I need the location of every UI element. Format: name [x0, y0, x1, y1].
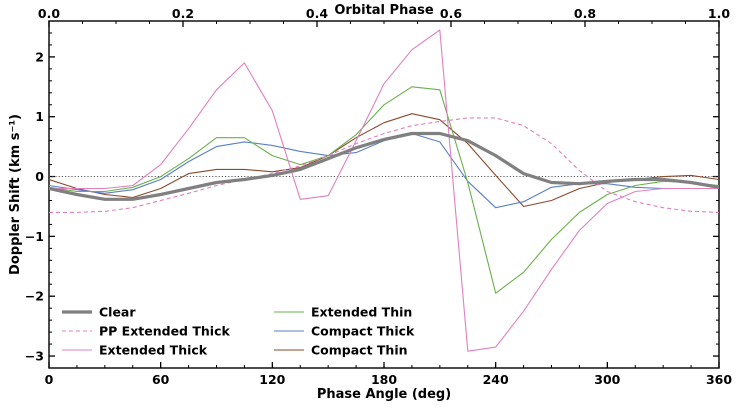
y-tick-label: 0	[35, 169, 44, 184]
x-tick-label: 360	[706, 372, 732, 387]
legend-label: Compact Thin	[311, 343, 408, 358]
legend-label: Extended Thin	[311, 305, 412, 320]
series-lines	[49, 29, 719, 352]
top-tick-label: 0.6	[440, 6, 462, 21]
legend-label: Clear	[99, 305, 136, 320]
legend: Clear PP Extended Thick Extended Thick Exte…	[62, 305, 415, 358]
y-tick-label: −1	[25, 229, 44, 244]
x-tick-label: 0	[45, 372, 54, 387]
y-tick-label: 2	[35, 49, 44, 64]
legend-label: PP Extended Thick	[99, 324, 230, 339]
x-tick-label: 240	[483, 372, 509, 387]
top-tick-label: 0.8	[574, 6, 596, 21]
top-tick-label: 0.2	[172, 6, 194, 21]
legend-label: Compact Thick	[311, 324, 415, 339]
x-tick-label: 180	[371, 372, 397, 387]
legend-label: Extended Thick	[99, 343, 208, 358]
series-line-clear	[49, 131, 719, 201]
series-line-extended-thin	[49, 86, 719, 294]
y-tick-label: −2	[25, 289, 44, 304]
series-line-extended-thick	[49, 29, 719, 352]
y-tick-label: 1	[35, 109, 44, 124]
top-tick-label: 0.0	[38, 6, 60, 21]
top-tick-label: 1.0	[708, 6, 730, 21]
top-tick-label: 0.4	[306, 6, 328, 21]
x-tick-label: 60	[152, 372, 170, 387]
series-line-pp-extended-thick	[49, 117, 719, 213]
x-tick-label: 120	[259, 372, 285, 387]
y-axis-title: Doppler Shift (km s⁻¹)	[8, 114, 23, 275]
x-tick-label: 300	[594, 372, 620, 387]
top-axis-title: Orbital Phase	[334, 3, 433, 18]
x-axis-title: Phase Angle (deg)	[317, 387, 451, 402]
series-line-compact-thin	[49, 113, 719, 208]
y-tick-label: −3	[25, 349, 44, 364]
